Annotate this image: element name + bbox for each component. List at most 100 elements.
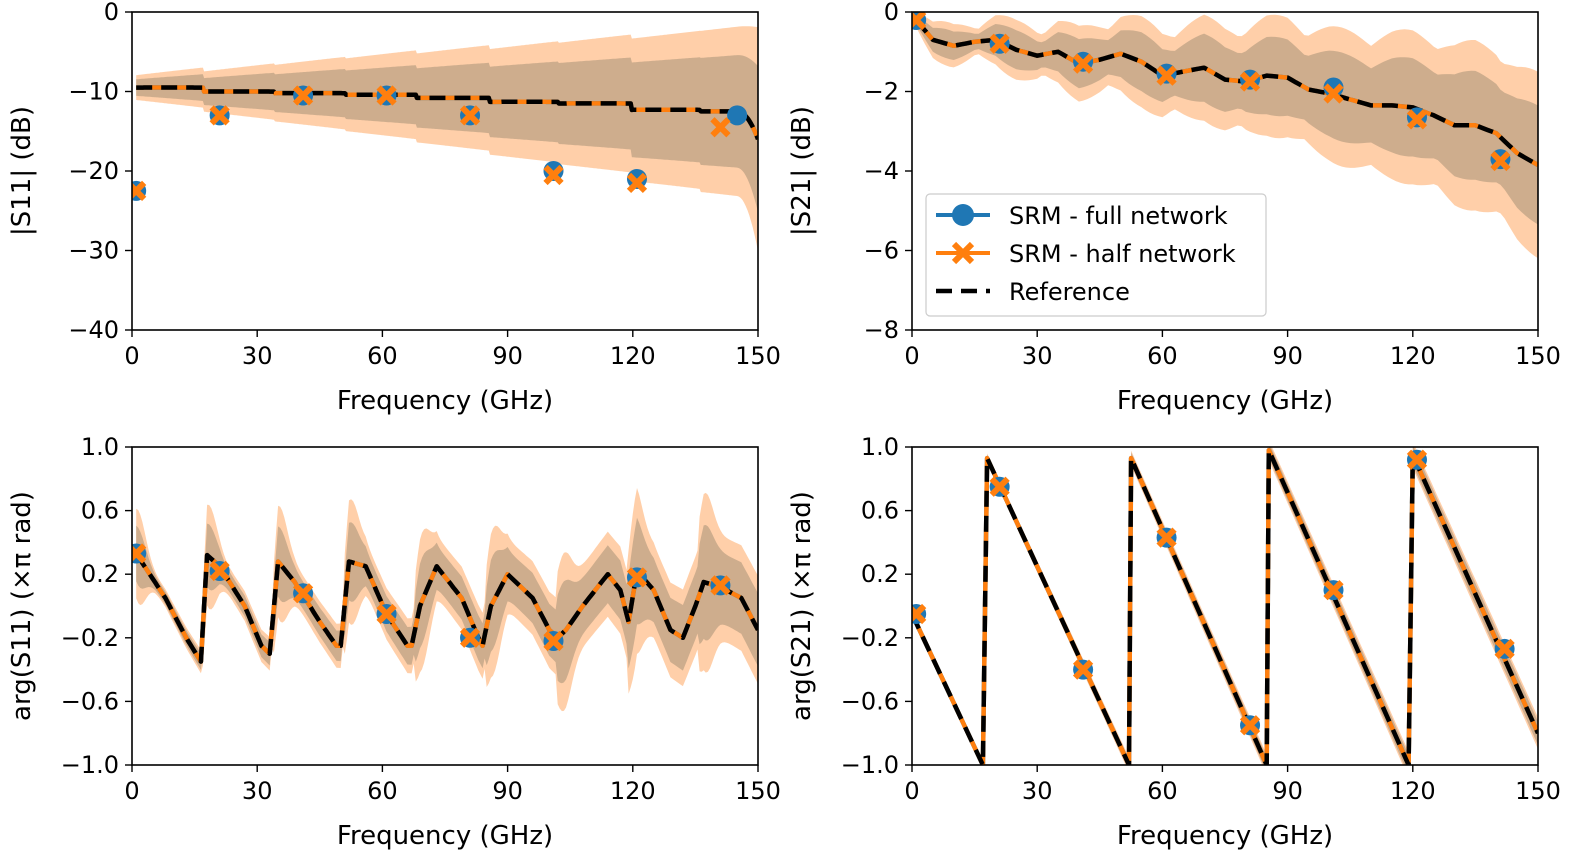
legend-label: Reference (1009, 278, 1130, 306)
marker-half-network (912, 603, 927, 625)
y-tick-label: −1.0 (61, 751, 119, 779)
plot-area (132, 26, 758, 252)
marker-half-network (459, 627, 481, 648)
marker-half-network (543, 630, 564, 652)
marker-half-network (989, 476, 1010, 497)
x-tick-label: 120 (1390, 342, 1436, 370)
marker-half-network (1323, 579, 1344, 601)
marker-half-network (626, 567, 648, 588)
x-axis-label: Frequency (GHz) (337, 821, 553, 851)
y-tick-label: −20 (68, 157, 119, 185)
x-tick-label: 120 (1390, 777, 1436, 805)
x-tick-label: 150 (735, 342, 781, 370)
marker-half-network (132, 543, 147, 564)
marker-half-network (1323, 83, 1344, 104)
x-tick-label: 60 (1147, 777, 1178, 805)
y-axis-label: arg(S21) (×π rad) (787, 491, 817, 721)
y-tick-label: −10 (68, 78, 119, 106)
y-tick-label: −30 (68, 237, 119, 265)
y-tick-label: 0.6 (861, 497, 899, 525)
marker-half-network (132, 180, 147, 201)
marker-half-network (1490, 150, 1511, 172)
marker-half-network (1156, 527, 1177, 548)
y-tick-label: −0.6 (841, 687, 899, 715)
x-tick-label: 90 (1272, 777, 1303, 805)
y-tick-label: 1.0 (861, 433, 899, 461)
band-full-network (916, 15, 1538, 225)
marker-half-network (292, 583, 314, 604)
legend-circle-marker (952, 204, 974, 226)
plot-area (912, 447, 1538, 765)
y-tick-label: −40 (68, 316, 119, 344)
y-tick-label: 0 (104, 0, 119, 26)
x-tick-label: 90 (492, 777, 523, 805)
marker-half-network (1239, 715, 1261, 736)
marker-half-network (1156, 65, 1177, 86)
x-tick-label: 150 (1515, 342, 1561, 370)
x-tick-label: 60 (1147, 342, 1178, 370)
marker-half-network (710, 117, 731, 138)
marker-half-network (626, 172, 648, 194)
x-tick-label: 60 (367, 777, 398, 805)
y-tick-label: 0 (884, 0, 899, 26)
panel-s11_mag: 0 30 60 90 120 150 −40 −30 −20 −10 0 Frequency (GHz… (7, 0, 781, 416)
y-axis-label: |S11| (dB) (7, 106, 37, 236)
line-reference (134, 85, 758, 141)
x-tick-label: 90 (1272, 342, 1303, 370)
marker-half-network (1072, 53, 1094, 74)
axes-frame (131, 446, 759, 766)
line-reference (912, 447, 1538, 765)
legend-x-marker (951, 241, 975, 265)
x-axis-label: Frequency (GHz) (337, 386, 553, 416)
x-tick-label: 0 (904, 777, 919, 805)
y-tick-label: −6 (864, 237, 899, 265)
y-axis-label: arg(S11) (×π rad) (7, 491, 37, 721)
marker-half-network (459, 105, 481, 126)
legend-label: SRM - full network (1009, 202, 1228, 230)
y-tick-label: 0.2 (81, 560, 119, 588)
marker-half-network (1406, 109, 1428, 130)
panel-s21_phase: 0 30 60 90 120 150 −1.0 −0.6 −0.2 0.2 0.6 1.0 Freque… (787, 433, 1561, 851)
marker-half-network (1406, 449, 1428, 470)
marker-half-network (1072, 659, 1094, 680)
x-tick-label: 30 (242, 777, 273, 805)
x-tick-label: 0 (124, 777, 139, 805)
marker-half-network (292, 85, 314, 106)
legend-entry: SRM - full network (936, 202, 1228, 230)
y-tick-label: −1.0 (841, 751, 899, 779)
x-tick-label: 0 (124, 342, 139, 370)
legend-label: SRM - half network (1009, 240, 1236, 268)
y-tick-label: −4 (864, 157, 899, 185)
x-axis-label: Frequency (GHz) (1117, 821, 1333, 851)
y-tick-label: −2 (864, 78, 899, 106)
y-tick-label: −0.2 (61, 624, 119, 652)
marker-half-network (912, 12, 927, 31)
line-reference (914, 18, 1538, 167)
y-tick-label: 0.6 (81, 497, 119, 525)
x-tick-label: 120 (610, 342, 656, 370)
x-tick-label: 120 (610, 777, 656, 805)
axes-frame (911, 446, 1539, 766)
line-half-network (912, 447, 1538, 765)
marker-half-network (543, 164, 564, 186)
marker-half-network (209, 105, 230, 126)
y-tick-label: 1.0 (81, 433, 119, 461)
legend-entry: Reference (936, 278, 1130, 306)
x-tick-label: 90 (492, 342, 523, 370)
y-tick-label: −0.2 (841, 624, 899, 652)
x-axis-label: Frequency (GHz) (1117, 386, 1333, 416)
marker-half-network (376, 85, 397, 106)
marker-half-network (989, 33, 1010, 54)
x-tick-label: 150 (735, 777, 781, 805)
marker-half-network (710, 575, 731, 596)
x-tick-label: 30 (1022, 342, 1053, 370)
x-tick-label: 150 (1515, 777, 1561, 805)
y-axis-label: |S21| (dB) (787, 106, 817, 236)
marker-half-network (1239, 71, 1261, 92)
plot-area (132, 488, 758, 712)
marker-half-network (209, 560, 230, 582)
x-tick-label: 30 (242, 342, 273, 370)
legend-box (925, 193, 1267, 317)
legend-entry: SRM - half network (936, 240, 1236, 268)
